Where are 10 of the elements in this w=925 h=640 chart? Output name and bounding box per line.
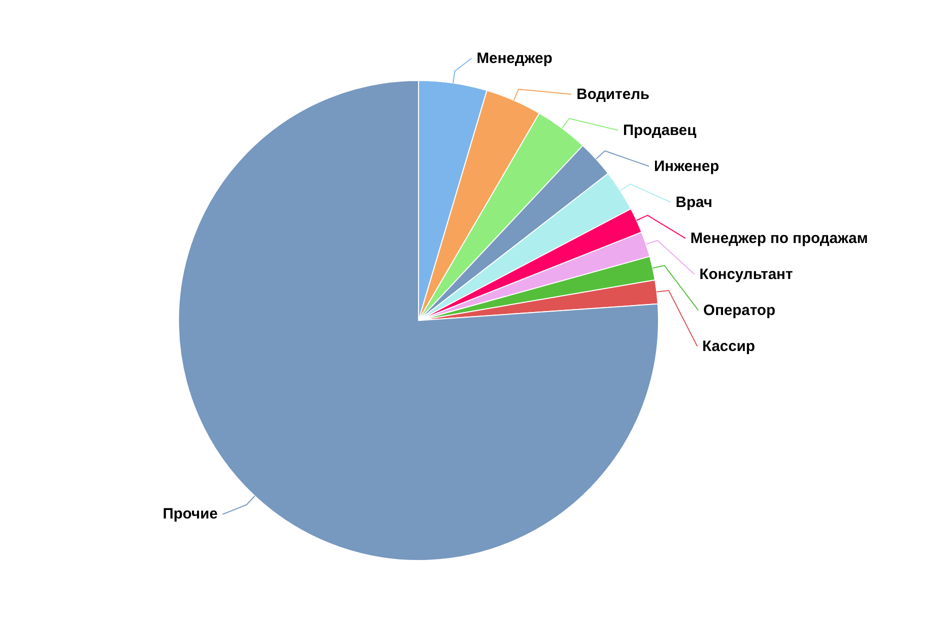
slice-label: Кассир	[702, 338, 755, 355]
slice-label: Врач	[676, 194, 712, 211]
slice-label: Инженер	[654, 158, 720, 175]
slice-label: Консультант	[699, 266, 793, 283]
slice-label: Оператор	[703, 302, 776, 319]
slice-label: Менеджер	[476, 50, 552, 67]
slice-label: Менеджер по продажам	[690, 230, 868, 247]
slice-label: Водитель	[576, 86, 650, 103]
slice-label: Продавец	[622, 122, 698, 139]
slice-label: Прочие	[162, 506, 218, 523]
